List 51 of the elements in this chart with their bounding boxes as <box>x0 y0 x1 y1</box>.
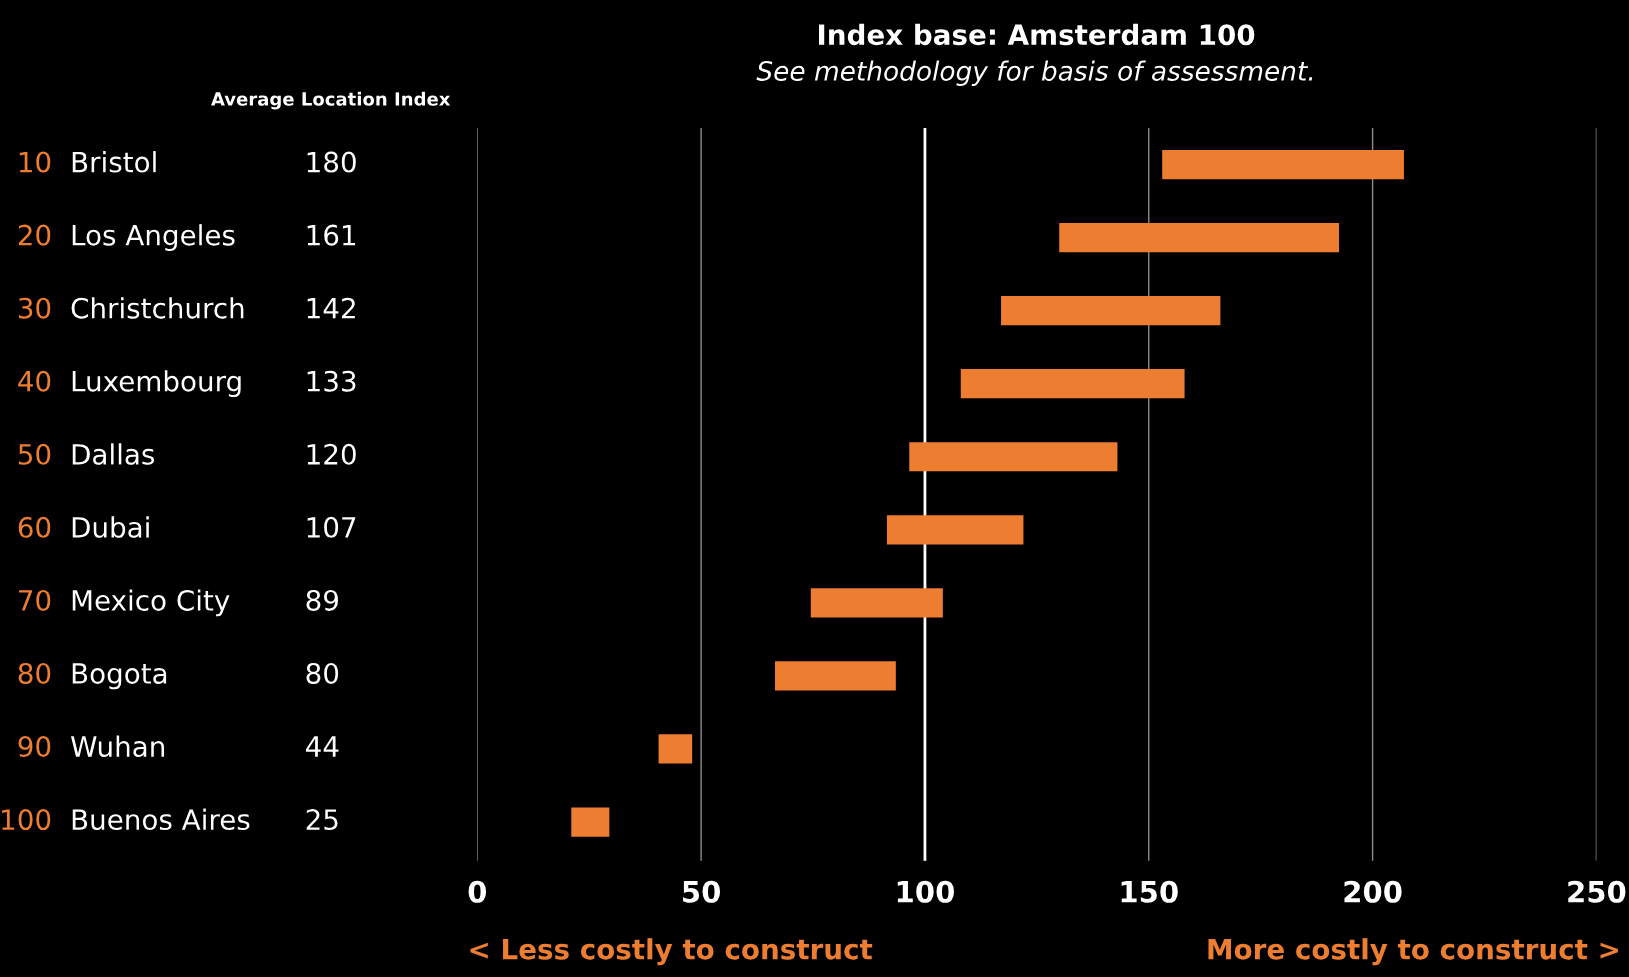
text: 50 <box>18 443 51 465</box>
text: 44 <box>305 736 339 757</box>
bar <box>1162 149 1404 180</box>
text: 10 <box>19 151 51 173</box>
y-tick-label: Buenos Aires <box>72 808 250 831</box>
bar <box>774 661 896 691</box>
bar <box>886 515 1024 545</box>
bar <box>1059 222 1340 253</box>
bar <box>658 734 693 764</box>
text: 161 <box>307 224 356 246</box>
y-tick-label: Bogota <box>72 663 167 690</box>
y-tick-label: Los Angeles <box>72 224 235 252</box>
text: Average Location Index <box>211 91 451 110</box>
text: 30 <box>18 297 51 319</box>
text: 80 <box>306 662 339 684</box>
y-tick-label: Dallas <box>72 443 155 465</box>
x-tick-label: 250 <box>1568 880 1626 903</box>
y-tick-label: Dubai <box>72 516 149 538</box>
y-tick-label: Wuhan <box>70 735 164 758</box>
text: 20 <box>18 224 51 246</box>
bar <box>810 588 943 618</box>
text: More costly to construct > <box>1208 938 1618 966</box>
y-tick-label: Bristol <box>72 151 156 173</box>
chart-title: Index base: Amsterdam 100 <box>818 23 1255 46</box>
text: 70 <box>19 589 51 611</box>
y-tick-label: Mexico City <box>72 589 230 617</box>
text: < Less costly to construct <box>470 938 873 966</box>
chart-subtitle: See methodology for basis of assessment. <box>756 60 1313 87</box>
text: 60 <box>18 516 51 538</box>
x-tick-label: 0 <box>468 880 487 903</box>
text: 120 <box>307 443 356 465</box>
x-tick-label: 150 <box>1121 880 1178 903</box>
text: 142 <box>307 297 355 319</box>
y-tick-label: Luxembourg <box>72 370 241 398</box>
text: 107 <box>307 516 356 538</box>
x-tick-label: 200 <box>1344 880 1402 903</box>
text: 89 <box>306 589 339 611</box>
x-tick-label: 100 <box>897 880 954 903</box>
bar <box>1001 296 1221 326</box>
y-tick-label: Christchurch <box>71 297 244 319</box>
bar <box>960 369 1185 399</box>
text: 80 <box>18 662 51 684</box>
text: 90 <box>18 736 51 758</box>
bar <box>909 442 1118 472</box>
text: 180 <box>307 151 356 173</box>
x-tick-label: 50 <box>683 880 721 903</box>
text: 40 <box>18 370 51 392</box>
bar <box>571 807 610 837</box>
text: 133 <box>307 370 356 392</box>
text: 100 <box>2 809 51 831</box>
text: 25 <box>306 809 338 831</box>
